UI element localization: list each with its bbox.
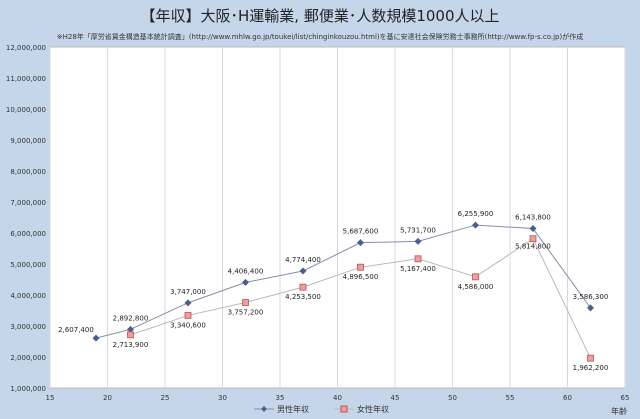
- chart-title: 【年収】大阪･H運輸業, 郵便業･人数規模1000人以上: [140, 7, 500, 25]
- y-tick-label: 7,000,000: [10, 199, 46, 207]
- data-point: [529, 235, 537, 243]
- data-label: 2,607,400: [58, 326, 94, 334]
- data-point: [587, 354, 594, 362]
- y-tick-label: 11,000,000: [6, 75, 46, 83]
- data-label: 2,713,900: [113, 341, 149, 349]
- data-label: 5,167,400: [400, 265, 436, 273]
- legend-label-male: 男性年収: [277, 404, 309, 414]
- x-tick-label: 65: [621, 394, 630, 402]
- data-label: 4,896,500: [343, 273, 379, 281]
- y-tick-label: 4,000,000: [10, 292, 46, 300]
- y-tick-label: 2,000,000: [10, 354, 46, 362]
- data-point: [242, 278, 249, 286]
- x-tick-label: 50: [448, 394, 457, 402]
- data-label: 5,814,800: [515, 243, 551, 251]
- data-point: [357, 263, 364, 271]
- data-label: 1,962,200: [573, 364, 609, 372]
- data-label: 5,687,600: [343, 228, 379, 236]
- y-tick-label: 5,000,000: [10, 261, 46, 269]
- legend-marker-female: [340, 405, 348, 413]
- data-label: 3,747,000: [170, 288, 206, 296]
- x-tick-label: 25: [161, 394, 170, 402]
- legend-marker-male: [261, 406, 267, 412]
- data-point: [587, 304, 594, 312]
- y-tick-label: 8,000,000: [10, 168, 46, 176]
- data-label: 4,406,400: [228, 267, 264, 275]
- data-label: 6,255,900: [458, 210, 494, 218]
- chart-subtitle: ※H28年「厚労省賃金構造基本統計調査」(http://www.mhlw.go.…: [56, 33, 584, 41]
- data-label: 4,586,000: [458, 283, 494, 291]
- y-tick-label: 12,000,000: [6, 44, 46, 52]
- y-tick-label: 9,000,000: [10, 137, 46, 145]
- x-axis-label: 年齢: [611, 406, 627, 416]
- data-point: [184, 312, 192, 319]
- y-tick-label: 6,000,000: [10, 230, 46, 238]
- x-tick-label: 35: [276, 394, 285, 402]
- x-tick-label: 30: [218, 394, 227, 402]
- data-point: [529, 225, 537, 233]
- data-point: [127, 331, 134, 339]
- data-point: [127, 325, 134, 333]
- y-tick-label: 1,000,000: [10, 385, 46, 393]
- data-point: [299, 283, 307, 291]
- data-point: [472, 221, 479, 229]
- data-label: 3,340,600: [170, 321, 206, 329]
- data-point: [184, 299, 192, 307]
- x-tick-label: 60: [563, 394, 572, 402]
- y-tick-label: 3,000,000: [10, 323, 46, 331]
- legend-label-female: 女性年収: [357, 404, 389, 414]
- x-tick-label: 20: [103, 394, 112, 402]
- data-label: 4,774,400: [285, 256, 321, 264]
- data-label: 2,892,800: [113, 314, 149, 322]
- data-point: [414, 237, 422, 245]
- data-label: 3,757,200: [228, 309, 264, 317]
- series-line-0: [95, 224, 591, 339]
- x-tick-label: 55: [506, 394, 515, 402]
- data-label: 5,731,700: [400, 226, 436, 234]
- data-point: [92, 334, 100, 342]
- x-tick-label: 40: [333, 394, 342, 402]
- data-point: [242, 299, 249, 306]
- x-tick-label: 15: [46, 394, 55, 402]
- data-label: 4,253,500: [285, 293, 321, 301]
- data-point: [357, 239, 364, 247]
- x-tick-label: 45: [391, 394, 400, 402]
- data-label: 6,143,800: [515, 214, 551, 222]
- data-point: [299, 267, 307, 275]
- y-tick-label: 10,000,000: [6, 106, 46, 114]
- data-point: [472, 273, 479, 281]
- data-label: 3,586,300: [573, 293, 609, 301]
- data-point: [414, 255, 422, 263]
